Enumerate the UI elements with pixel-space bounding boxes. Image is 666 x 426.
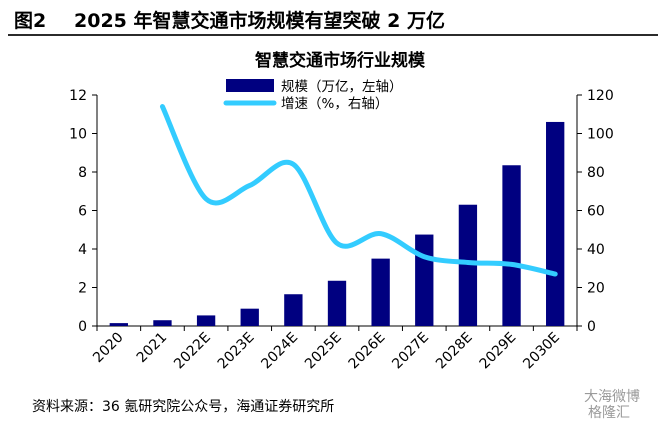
- watermark-line1: 大海微博: [584, 389, 640, 405]
- watermark-line2: 格隆汇: [588, 405, 630, 421]
- bar-series: [109, 121, 565, 326]
- bar: [196, 315, 216, 326]
- y-right-tick-label: 20: [587, 281, 605, 297]
- source-note: 资料来源：36 氪研究院公众号，海通证券研究所: [32, 399, 335, 415]
- bar: [371, 258, 390, 326]
- figure-title: 2025 年智慧交通市场规模有望突破 2 万亿: [74, 10, 445, 32]
- bar: [327, 280, 347, 326]
- x-tick-label: 2030E: [520, 330, 563, 373]
- bar: [458, 204, 478, 326]
- x-tick-label: 2026E: [346, 330, 389, 373]
- x-tick-label: 2021: [134, 330, 171, 367]
- y-right-tick-label: 0: [587, 319, 596, 335]
- x-tick-label: 2024E: [258, 330, 301, 373]
- x-tick-label: 2028E: [433, 330, 476, 373]
- x-tick-label: 2025E: [302, 330, 345, 373]
- y-right-tick-label: 80: [587, 165, 605, 181]
- y-right-tick-label: 60: [587, 204, 605, 220]
- chart-title: 智慧交通市场行业规模: [255, 50, 426, 71]
- bar: [415, 234, 434, 326]
- y-left-tick-label: 0: [78, 319, 87, 335]
- y-left-tick-label: 10: [69, 127, 87, 143]
- y-left-tick-label: 4: [78, 242, 87, 258]
- legend-label-bar: 规模（万亿，左轴）: [281, 79, 403, 95]
- bar: [284, 294, 303, 326]
- y-right-tick-label: 100: [587, 127, 614, 143]
- legend-swatch-bar: [226, 79, 274, 92]
- growth-line: [159, 104, 558, 277]
- x-tick-label: 2027E: [389, 330, 432, 373]
- x-tick-label: 2022E: [171, 330, 214, 373]
- figure-header: 图2 2025 年智慧交通市场规模有望突破 2 万亿: [8, 4, 658, 34]
- y-left-tick-label: 8: [78, 165, 87, 181]
- legend: 规模（万亿，左轴） 增速（%，右轴）: [223, 79, 403, 112]
- x-tick-label: 2020: [90, 330, 127, 367]
- line-series: [159, 104, 558, 277]
- bar: [240, 308, 259, 326]
- watermark: 大海微博 格隆汇: [562, 386, 660, 421]
- bar: [546, 121, 565, 326]
- bar: [109, 323, 128, 326]
- y-right-tick-label: 120: [587, 88, 614, 104]
- x-tick-label: 2023E: [215, 330, 258, 373]
- y-left-tick-label: 2: [78, 281, 87, 297]
- bar: [153, 320, 172, 326]
- figure-number: 图2: [14, 10, 47, 32]
- y-right-tick-label: 40: [587, 242, 605, 258]
- legend-label-line: 增速（%，右轴）: [281, 96, 388, 112]
- y-left-tick-label: 12: [69, 88, 87, 104]
- bar: [502, 165, 521, 326]
- x-axis-labels: 2020 2021 2022E 2023E 2024E 2025E 2026E 2027E 20…: [90, 330, 563, 373]
- y-left-tick-label: 6: [78, 204, 87, 220]
- header-divider: [8, 34, 658, 36]
- x-tick-label: 2029E: [477, 330, 520, 373]
